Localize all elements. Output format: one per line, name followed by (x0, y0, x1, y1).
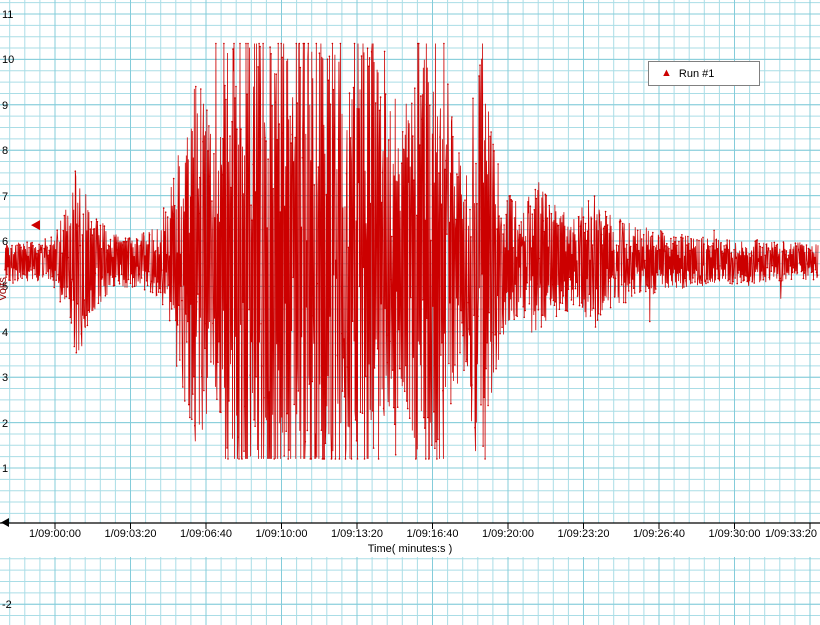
x-tick-label: 1/09:06:40 (180, 528, 232, 540)
y-tick-label: 4 (2, 326, 9, 339)
legend[interactable]: ▲ Run #1 (648, 61, 760, 86)
x-tick-label: 1/09:10:00 (255, 528, 308, 540)
x-axis (0, 522, 820, 529)
axis-scroll-arrow-icon[interactable] (1, 518, 9, 527)
x-tick-label: 1/09:00:00 (29, 528, 81, 540)
y-tick-label: 11 (2, 9, 14, 21)
channel-marker-icon[interactable] (31, 220, 40, 231)
waveform-points (4, 42, 819, 460)
y-tick-label: 7 (2, 190, 9, 203)
waveform-series (4, 43, 819, 460)
y-tick-label: 9 (2, 99, 9, 112)
y-tick-label: 1 (2, 463, 9, 475)
x-tick-label: 1/09:30:00 (708, 528, 761, 540)
x-tick-label: 1/09:16:40 (406, 528, 459, 540)
y-tick-label: -2 (2, 599, 12, 612)
x-tick-label: 1/09:23:20 (557, 528, 610, 540)
legend-label: Run #1 (678, 67, 715, 80)
y-tick-label: 8 (2, 145, 9, 158)
x-tick-label: 1/09:20:00 (482, 528, 534, 540)
x-axis-title: Time( minutes:s ) (367, 543, 453, 555)
x-tick-label: 1/09:13:20 (331, 528, 383, 540)
x-tick-label: 1/09:03:20 (104, 528, 157, 540)
legend-marker-icon: ▲ (661, 67, 672, 79)
y-axis-title: Volts (0, 277, 9, 301)
y-tick-label: 6 (2, 236, 9, 248)
x-tick-label: 1/09:33:20 (765, 528, 817, 540)
y-tick-label: 2 (2, 417, 9, 430)
x-tick-label: 1/09:26:40 (633, 528, 685, 540)
y-tick-label: 3 (2, 372, 9, 385)
y-tick-label: 10 (2, 54, 15, 67)
y-tick-label: 5 (2, 281, 9, 294)
